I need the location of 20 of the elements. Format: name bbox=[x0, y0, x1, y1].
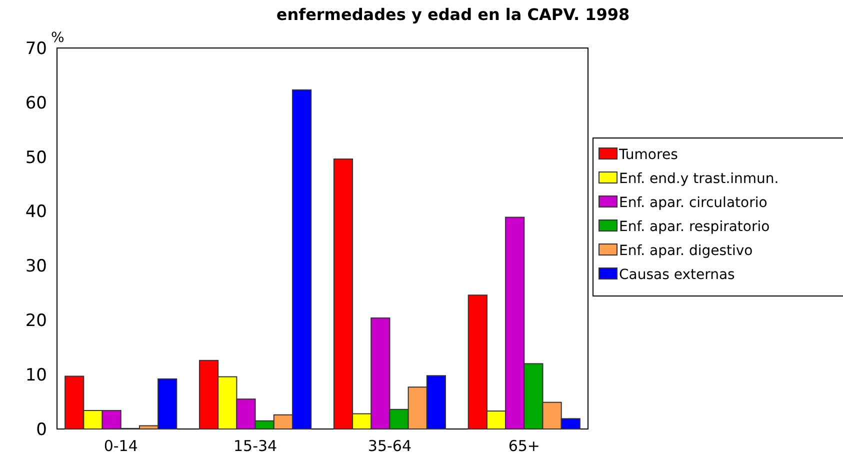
legend-label: Enf. end.y trast.inmun. bbox=[619, 170, 779, 187]
legend-label: Causas externas bbox=[619, 266, 735, 283]
y-tick-label: 30 bbox=[25, 256, 47, 277]
y-tick-label: 10 bbox=[25, 366, 47, 386]
x-tick-label: 35-64 bbox=[368, 437, 412, 455]
chart-title: enfermedades y edad en la CAPV. 1998 bbox=[276, 5, 630, 24]
y-tick-label: 70 bbox=[25, 38, 47, 59]
legend-label: Enf. apar. circulatorio bbox=[619, 194, 768, 211]
legend-label: Enf. apar. respiratorio bbox=[619, 218, 770, 235]
legend-label: Tumores bbox=[618, 146, 678, 163]
y-tick-label: 0 bbox=[36, 420, 47, 440]
y-axis-title: % bbox=[51, 30, 64, 46]
y-tick-label: 60 bbox=[25, 93, 47, 114]
x-tick-label: 15-34 bbox=[233, 437, 278, 455]
x-tick-label: 65+ bbox=[508, 437, 540, 455]
x-tick-label: 0-14 bbox=[104, 437, 138, 455]
y-tick-label: 20 bbox=[25, 311, 47, 332]
legend-label: Enf. apar. digestivo bbox=[619, 242, 753, 259]
y-tick-label: 50 bbox=[25, 148, 47, 168]
y-tick-label: 40 bbox=[25, 202, 47, 222]
